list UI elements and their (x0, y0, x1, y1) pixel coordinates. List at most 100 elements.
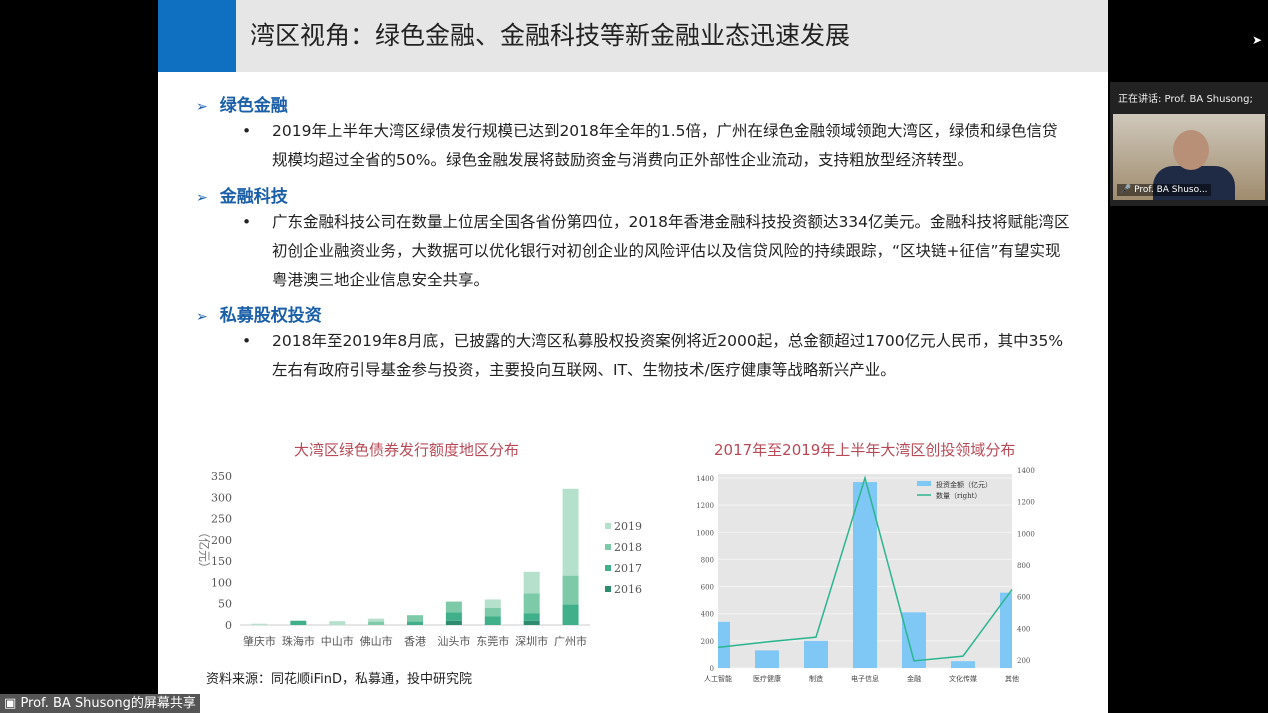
bar-segment-2019 (329, 621, 346, 625)
slide-header: 湾区视角：绿色金融、金融科技等新金融业态迅速发展 (158, 0, 1108, 72)
x-tick-label: 珠海市 (282, 634, 315, 648)
section-heading: ➢ 绿色金融 (196, 91, 288, 116)
legend-swatch (917, 481, 931, 486)
share-text: Prof. BA Shusong的屏幕共享 (20, 696, 196, 711)
mic-icon: 🎤 (1120, 185, 1132, 195)
x-tick-label: 广州市 (554, 634, 587, 648)
bar (853, 482, 877, 668)
legend-label: 2017 (614, 562, 642, 575)
bar-segment-2018 (484, 607, 501, 617)
y-tick-label: 1000 (696, 529, 714, 537)
bar-segment-2018 (445, 601, 462, 613)
bullet-item: • 2019年上半年大湾区绿债发行规模已达到2018年全年的1.5倍，广州在绿色金… (242, 117, 1072, 175)
y-tick-label: 50 (218, 598, 232, 611)
section-heading: ➢ 私募股权投资 (196, 301, 322, 326)
legend-swatch (605, 544, 611, 550)
y-tick-label: 800 (701, 556, 714, 564)
y-tick-label: 1200 (696, 502, 714, 510)
y2-tick-label: 1400 (1017, 467, 1035, 475)
count-line (717, 475, 1013, 662)
speaker-video[interactable]: 🎤 Prof. BA Shuso... (1113, 114, 1265, 200)
bar-segment-2016 (523, 620, 540, 625)
legend-label: 投资金额（亿元） (936, 480, 992, 489)
screen-share-label: ▣ Prof. BA Shusong的屏幕共享 (0, 694, 200, 713)
x-tick-label: 制造 (809, 674, 823, 683)
bar-segment-2017 (523, 613, 540, 621)
heading-text: 私募股权投资 (219, 306, 322, 326)
bullet-dot-icon: • (242, 332, 252, 350)
bar (951, 661, 975, 668)
header-accent (158, 0, 236, 72)
x-tick-label: 深圳市 (515, 634, 548, 648)
x-tick-label: 汕头市 (437, 634, 470, 648)
y-tick-label: 1400 (696, 475, 714, 483)
y2-tick-label: 1000 (1017, 530, 1035, 538)
bar-segment-2018 (562, 575, 579, 605)
x-tick-label: 中山市 (321, 634, 354, 648)
legend-label: 2018 (614, 541, 642, 554)
bar-segment-2019 (523, 571, 540, 594)
bullet-text: 2019年上半年大湾区绿债发行规模已达到2018年全年的1.5倍，广州在绿色金融… (272, 122, 1058, 169)
bar-segment-2018 (523, 593, 540, 614)
y-tick-label: 200 (211, 534, 232, 547)
arrow-bullet-icon: ➢ (196, 190, 208, 206)
x-tick-label: 佛山市 (360, 634, 393, 648)
bar-segment-2019 (368, 618, 385, 622)
y-tick-label: 400 (701, 611, 714, 619)
legend-label: 2019 (614, 520, 642, 533)
legend-swatch (605, 586, 611, 592)
y-tick-label: 0 (225, 619, 232, 632)
heading-text: 绿色金融 (219, 96, 288, 116)
x-tick-label: 其他 (1005, 674, 1019, 683)
speaker-face (1173, 130, 1209, 170)
x-tick-label: 人工智能 (704, 674, 732, 683)
bar-segment-2016 (445, 620, 462, 625)
speaker-panel: 正在讲话: Prof. BA Shusong; 🎤 Prof. BA Shuso… (1110, 82, 1268, 206)
section-heading: ➢ 金融科技 (196, 182, 288, 207)
bullet-text: 2018年至2019年8月底，已披露的大湾区私募股权投资案例将近2000起，总金… (272, 332, 1064, 379)
y2-tick-label: 400 (1017, 625, 1030, 633)
chart1-title: 大湾区绿色债券发行额度地区分布 (294, 441, 520, 459)
bar-segment-2017 (407, 621, 423, 625)
y-tick-label: 0 (710, 665, 714, 673)
bar-segment-2017 (562, 604, 579, 625)
x-tick-label: 医疗健康 (753, 674, 781, 683)
y-tick-label: 200 (701, 638, 714, 646)
y-tick-label: 100 (211, 576, 232, 589)
x-tick-label: 电子信息 (851, 674, 879, 683)
chart2-title: 2017年至2019年上半年大湾区创投领域分布 (714, 441, 1016, 459)
arrow-bullet-icon: ➢ (196, 309, 208, 325)
speaker-name-tag: 🎤 Prof. BA Shuso... (1117, 184, 1211, 196)
speaking-label: 正在讲话: Prof. BA Shusong; (1118, 94, 1253, 105)
bar-segment-2019 (251, 623, 268, 625)
legend-swatch (605, 565, 611, 571)
bullet-dot-icon: • (242, 122, 252, 140)
x-tick-label: 金融 (907, 674, 921, 683)
y-tick-label: 600 (701, 584, 714, 592)
legend-swatch (605, 523, 611, 529)
presentation-slide: 湾区视角：绿色金融、金融科技等新金融业态迅速发展 ➢ 绿色金融 • 2019年上半年… (158, 0, 1108, 713)
legend-label: 2016 (614, 583, 642, 596)
y-tick-label: 300 (211, 491, 232, 504)
bullet-dot-icon: • (242, 213, 252, 231)
heading-text: 金融科技 (219, 187, 288, 207)
x-tick-label: 肇庆市 (243, 634, 276, 648)
y2-tick-label: 800 (1017, 562, 1030, 570)
y2-tick-label: 600 (1017, 594, 1030, 602)
slide-title: 湾区视角：绿色金融、金融科技等新金融业态迅速发展 (250, 21, 851, 50)
x-tick-label: 东莞市 (476, 634, 509, 648)
y-axis-label: （亿元） (197, 526, 212, 574)
bar-segment-2017 (445, 612, 462, 621)
bar (755, 650, 779, 668)
screen-share-icon: ▣ (4, 696, 17, 711)
bar-segment-2018 (368, 621, 385, 625)
bar (1000, 592, 1012, 668)
y-tick-label: 250 (211, 513, 232, 526)
bar (804, 640, 828, 668)
y-tick-label: 150 (211, 555, 232, 568)
bar-segment-2019 (562, 488, 579, 576)
y2-tick-label: 200 (1017, 657, 1030, 665)
bar-segment-2019 (484, 599, 501, 608)
bar-segment-2017 (290, 620, 307, 625)
